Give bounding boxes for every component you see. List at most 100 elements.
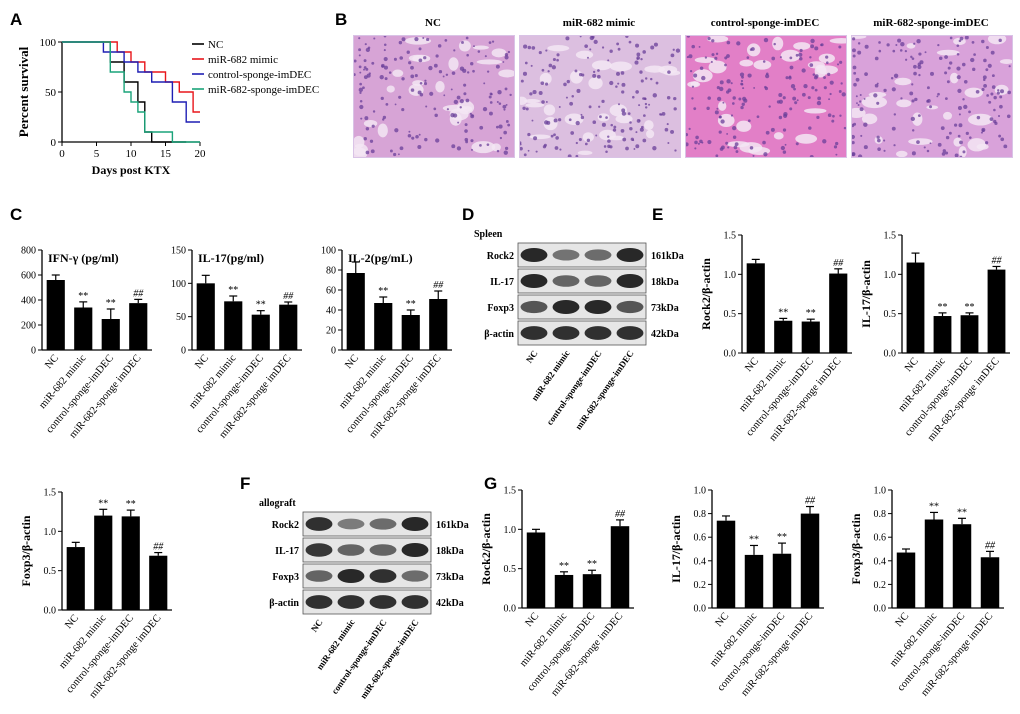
nucleus (892, 49, 896, 53)
protein-band (337, 518, 365, 530)
nucleus (471, 148, 473, 151)
nucleus (438, 70, 443, 74)
nucleus (470, 114, 475, 119)
nucleus (479, 144, 482, 147)
tubule-lumen (354, 147, 368, 157)
nucleus (691, 85, 695, 88)
nucleus (829, 92, 832, 96)
category-label: NC (893, 611, 911, 629)
nucleus (578, 137, 582, 142)
x-tick-label: 5 (94, 148, 100, 160)
y-tick-label: 0.5 (884, 309, 897, 320)
nucleus (714, 110, 719, 115)
nucleus (732, 135, 737, 139)
nucleus (456, 95, 461, 100)
nucleus (841, 92, 846, 97)
nucleus (490, 93, 493, 96)
molecular-weight-label: 42kDa (651, 329, 679, 340)
nucleus (575, 120, 580, 126)
nucleus (909, 91, 914, 96)
nucleus (937, 92, 940, 96)
blot-title: allograft (259, 498, 296, 509)
chart-title: IL-17(pg/ml) (198, 251, 264, 265)
nucleus (568, 118, 572, 122)
y-tick-label: 0 (31, 346, 36, 357)
nucleus (789, 56, 793, 60)
nucleus (388, 71, 392, 74)
nucleus (852, 152, 856, 157)
nucleus (383, 43, 387, 46)
nucleus (798, 52, 803, 57)
nucleus (711, 53, 715, 57)
nucleus (913, 42, 916, 45)
nucleus (980, 131, 983, 134)
nucleus (558, 105, 561, 108)
nucleus (809, 63, 814, 67)
panel-label-a: A (10, 10, 23, 29)
blot-row-label: Rock2 (487, 251, 514, 262)
bar (980, 557, 1000, 608)
nucleus (419, 81, 423, 85)
nucleus (605, 116, 608, 119)
nucleus (852, 54, 856, 58)
survival-line (62, 41, 200, 143)
nucleus (621, 111, 627, 116)
nucleus (489, 101, 493, 104)
nucleus (809, 56, 812, 59)
nucleus (762, 60, 766, 63)
nucleus (999, 104, 1003, 109)
nucleus (359, 71, 362, 74)
nucleus (470, 139, 474, 143)
nucleus (399, 56, 403, 60)
nucleus (853, 71, 857, 75)
bar (66, 547, 85, 610)
nucleus (628, 40, 632, 44)
nucleus (782, 150, 787, 154)
significance-mark: ** (957, 507, 967, 518)
panel-label-b: B (335, 10, 348, 29)
nucleus (1000, 137, 1005, 142)
nucleus (529, 92, 533, 96)
allograft-il17-ratio-chart: 0.00.20.40.60.81.0IL-17/β-actinNC**miR-6… (670, 486, 824, 699)
nucleus (773, 42, 776, 46)
tubule-lumen (458, 40, 471, 52)
nucleus (634, 60, 639, 65)
nucleus (551, 65, 556, 70)
nucleus (625, 36, 629, 38)
bar (429, 299, 448, 350)
nucleus (652, 145, 657, 151)
nucleus (790, 83, 796, 89)
nucleus (816, 100, 822, 106)
nucleus (911, 151, 916, 156)
nucleus (616, 42, 620, 46)
nucleus (732, 96, 736, 100)
nucleus (363, 137, 367, 141)
tubule-lumen (829, 38, 846, 44)
bar (224, 301, 243, 350)
nucleus (644, 77, 648, 80)
nucleus (507, 123, 511, 127)
nucleus (857, 103, 860, 106)
nucleus (839, 114, 842, 117)
y-tick-label: 0.2 (694, 580, 707, 591)
nucleus (410, 88, 415, 92)
nucleus (365, 150, 370, 155)
nucleus (674, 149, 677, 152)
nucleus (464, 129, 468, 133)
nucleus (425, 105, 428, 108)
nucleus (401, 37, 406, 42)
bar (374, 303, 393, 350)
nucleus (638, 104, 641, 107)
nucleus (816, 115, 820, 119)
tubule-lumen (547, 45, 570, 52)
nucleus (615, 85, 618, 88)
nucleus (445, 73, 449, 77)
protein-band (369, 518, 397, 530)
nucleus (891, 87, 896, 92)
nucleus (358, 65, 362, 69)
y-tick-label: 0.8 (694, 509, 707, 520)
nucleus (495, 64, 500, 69)
y-tick-label: 0.4 (694, 556, 707, 567)
bar (772, 553, 792, 608)
nucleus (354, 73, 356, 77)
